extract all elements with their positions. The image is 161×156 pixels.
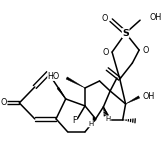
Text: O: O	[102, 48, 109, 57]
Polygon shape	[66, 77, 85, 88]
Text: F: F	[72, 116, 77, 125]
Text: H: H	[106, 116, 111, 122]
Text: S: S	[122, 29, 129, 38]
Text: O: O	[1, 98, 7, 107]
Polygon shape	[126, 96, 140, 104]
Text: O: O	[143, 46, 149, 55]
Text: H: H	[88, 121, 93, 127]
Polygon shape	[57, 87, 66, 99]
Text: O: O	[101, 14, 108, 23]
Text: OH: OH	[142, 93, 154, 101]
Text: OH: OH	[150, 13, 161, 22]
Text: HO: HO	[48, 71, 60, 80]
